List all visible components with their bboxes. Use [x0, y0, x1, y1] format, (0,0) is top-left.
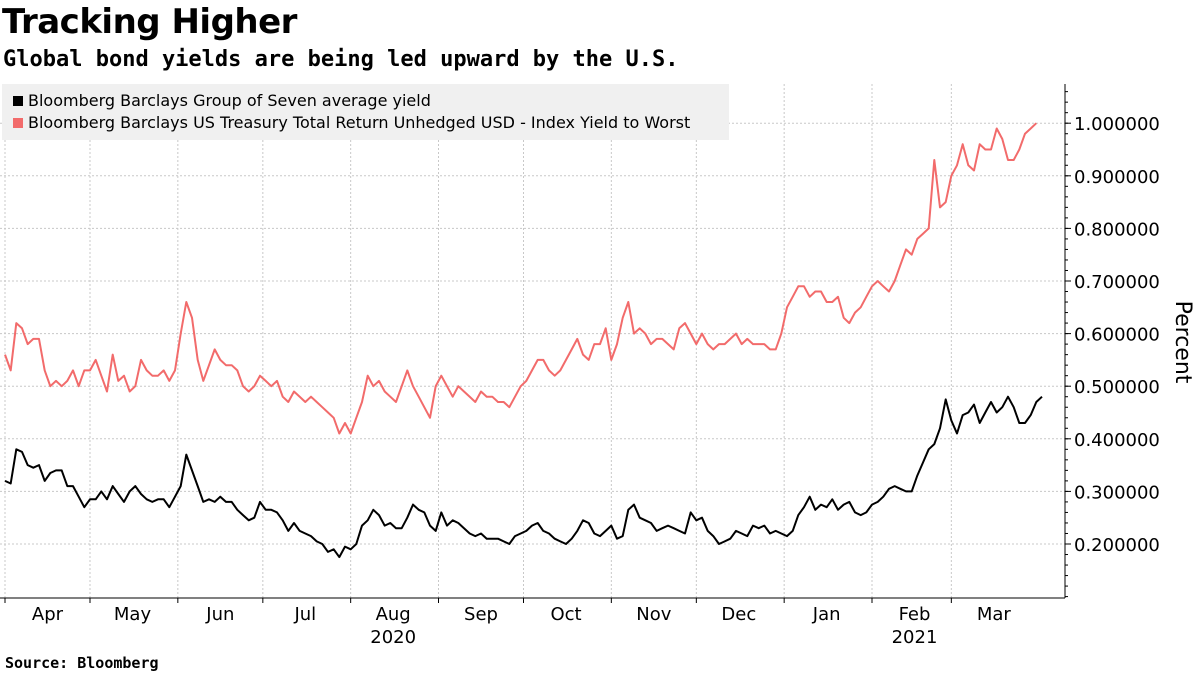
y-tick-label: 0.200000 [1074, 535, 1160, 556]
legend-swatch-ust [13, 118, 23, 128]
x-tick-label: Nov [636, 604, 671, 625]
x-tick-label: Sep [464, 604, 498, 625]
x-tick-label: May [114, 604, 152, 625]
x-year-label: 2021 [892, 627, 938, 648]
chart-source: Source: Bloomberg [5, 654, 159, 672]
x-tick-label: Mar [977, 604, 1012, 625]
legend-label-g7: Bloomberg Barclays Group of Seven averag… [28, 91, 431, 110]
x-tick-label: Aug [376, 604, 411, 625]
y-tick-label: 0.600000 [1074, 325, 1160, 346]
series-lines [4, 122, 1043, 559]
legend-label-ust: Bloomberg Barclays US Treasury Total Ret… [28, 113, 690, 132]
legend-background [2, 84, 729, 140]
x-tick-label: Jun [205, 604, 234, 625]
gridlines [0, 84, 1065, 598]
y-tick-label: 0.300000 [1074, 482, 1160, 503]
x-tick-label: Dec [721, 604, 756, 625]
legend-swatch-g7 [13, 96, 23, 106]
y-tick-label: 0.800000 [1074, 219, 1160, 240]
x-tick-label: Jul [293, 604, 316, 625]
series-line-g7 [4, 395, 1043, 559]
legend: Bloomberg Barclays Group of Seven averag… [2, 84, 729, 140]
chart-subtitle: Global bond yields are being led upward … [3, 47, 679, 72]
x-tick-label: Apr [32, 604, 64, 625]
axes: 0.200000 0.300000 0.400000 0.500000 0.600000… [0, 84, 1160, 648]
y-tick-label: 0.400000 [1074, 430, 1160, 451]
y-tick-label: 0.500000 [1074, 377, 1160, 398]
chart-title: Tracking Higher [2, 2, 297, 42]
y-tick-label: 0.900000 [1074, 167, 1160, 188]
y-axis-label: Percent [1170, 301, 1195, 384]
x-tick-label: Feb [899, 604, 931, 625]
y-tick-label: 0.700000 [1074, 272, 1160, 293]
series-line-ust [4, 122, 1037, 435]
x-tick-label: Oct [550, 604, 581, 625]
y-tick-label: 1.000000 [1074, 114, 1160, 135]
x-year-label: 2020 [370, 627, 416, 648]
x-tick-label: Jan [812, 604, 841, 625]
